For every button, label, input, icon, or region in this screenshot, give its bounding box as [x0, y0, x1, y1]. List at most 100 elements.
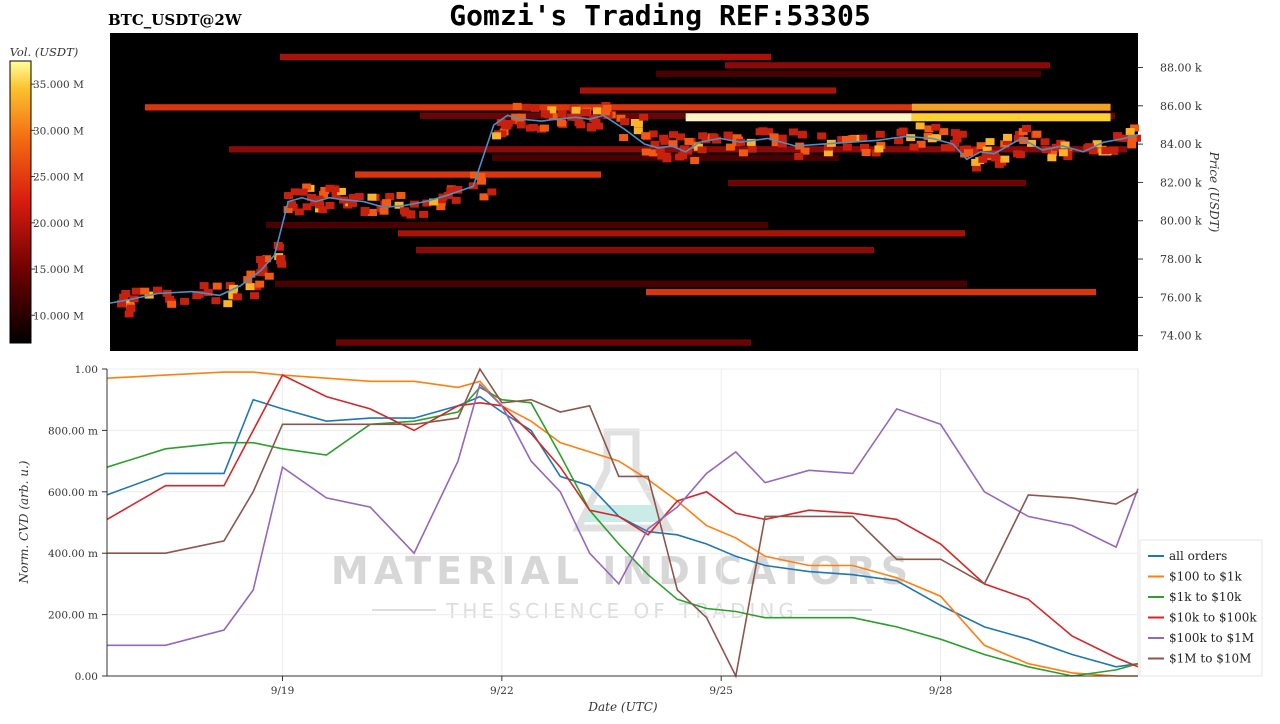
heatmap-cell: [777, 134, 787, 142]
heatmap-cell: [971, 158, 981, 166]
heatmap-cell: [764, 128, 774, 136]
price-tick-label: 84.00 k: [1160, 138, 1202, 151]
heatmap-cell: [823, 143, 833, 151]
heatmap-cell: [331, 191, 341, 199]
heatmap-cell: [1060, 141, 1070, 149]
heatmap-cell: [336, 187, 346, 195]
heatmap-cell: [245, 283, 255, 291]
heatmap-cell: [360, 207, 370, 215]
heatmap-band: [725, 62, 1050, 69]
heatmap-cell: [406, 210, 416, 218]
heatmap-cell: [274, 243, 284, 251]
heatmap-cell: [446, 186, 456, 194]
heatmap-cell: [287, 201, 297, 209]
colorbar-label: Vol. (USDT): [10, 45, 79, 59]
heatmap-cell: [314, 195, 324, 203]
colorbar-tick-label: 30.000 M: [33, 125, 84, 137]
heatmap-cell: [315, 201, 325, 209]
heatmap-cell: [650, 140, 660, 148]
heatmap-cell: [894, 137, 904, 145]
cvd-series-lines: [106, 367, 1139, 679]
heatmap-cell: [847, 135, 857, 143]
heatmap-cell: [858, 134, 868, 142]
cvd-series-line: [106, 386, 1139, 677]
colorbar-tick-label: 35.000 M: [33, 79, 84, 91]
heatmap-cell: [124, 310, 134, 318]
heatmap-cell: [330, 185, 340, 193]
heatmap-cell: [250, 292, 260, 300]
heatmap-cell: [991, 154, 1001, 162]
heatmap-band: [416, 247, 874, 254]
heatmap-cell: [603, 111, 613, 119]
legend-box: [1139, 539, 1263, 677]
colorbar-tick-label: 10.000 M: [33, 310, 84, 322]
heatmap-cell: [771, 139, 781, 147]
heatmap-cell: [940, 144, 950, 152]
price-axis-label: Price (USDT): [1207, 151, 1221, 233]
heatmap-cell: [874, 145, 884, 153]
heatmap-cell: [530, 104, 540, 112]
heatmap-cell: [512, 102, 522, 110]
cvd-series-line: [107, 367, 1139, 679]
cvd-y-tick-label: 600.00 m: [48, 487, 98, 499]
cvd-x-tick-label: 9/28: [929, 685, 953, 697]
heatmap-wall-bright: [685, 113, 912, 122]
heatmap-wall: [911, 103, 1111, 111]
heatmap-cell: [648, 149, 658, 157]
heatmap-cell: [594, 122, 604, 130]
cvd-series-line: [107, 382, 1139, 647]
heatmap-cell: [952, 135, 962, 143]
heatmap-band: [728, 179, 1026, 187]
heatmap-cell: [547, 106, 557, 114]
heatmap-cell: [557, 110, 567, 118]
heatmap-cell: [876, 141, 886, 149]
heatmap-cell: [525, 124, 535, 132]
colorbar-tick-label: 25.000 M: [33, 172, 84, 184]
heatmap-cell: [586, 124, 596, 132]
heatmap-cell: [964, 149, 974, 157]
heatmap-cell: [962, 145, 972, 153]
heatmap-panel: 74.00 k 76.00 k 78.00 k 80.00 k 82.00 k 84.00…: [109, 33, 1221, 351]
legend-label: $100k to $1M: [1169, 631, 1254, 645]
heatmap-cell: [283, 206, 293, 214]
cvd-y-tick-label: 400.00 m: [48, 548, 98, 560]
heatmap-cell: [1127, 141, 1137, 149]
watermark-brand: MATERIAL INDICATORS: [331, 549, 913, 593]
price-axis: 74.00 k 76.00 k 78.00 k 80.00 k 82.00 k 84.00…: [1138, 61, 1202, 343]
flask-logo-icon: [572, 428, 674, 532]
heatmap-cell: [318, 206, 328, 214]
heatmap-cell: [223, 300, 233, 308]
heatmap-cell: [396, 191, 406, 199]
heatmap-cell: [633, 120, 643, 128]
heatmap-cell: [302, 183, 312, 191]
heatmap-cell: [126, 304, 136, 312]
heatmap-cell: [192, 292, 202, 300]
heatmap-cell: [841, 135, 851, 143]
colorbar-gradient: [9, 60, 32, 344]
heatmap-cell: [290, 188, 300, 196]
heatmap-cell: [657, 152, 667, 160]
heatmap-cell: [429, 198, 439, 206]
heatmap-cell: [153, 286, 163, 294]
heatmap-cell: [119, 293, 129, 301]
heatmap-cell: [476, 172, 486, 180]
heatmap-cell: [203, 289, 213, 297]
heatmap-band: [398, 230, 965, 237]
cvd-y-tick-label: 1.00: [75, 364, 98, 376]
heatmap-cell: [1013, 150, 1023, 158]
heatmap-cell: [906, 134, 916, 142]
heatmap-cell: [620, 118, 630, 126]
heatmap-cell: [212, 282, 222, 290]
heatmap-band: [275, 280, 967, 287]
heatmap-cell: [167, 300, 177, 308]
heatmap-cell: [660, 137, 670, 145]
cvd-y-tick-label: 800.00 m: [48, 425, 98, 437]
heatmap-cell: [540, 110, 550, 118]
heatmap-cell: [379, 207, 389, 215]
legend-label: $1M to $10M: [1169, 652, 1251, 666]
heatmap-cell: [675, 133, 685, 141]
heatmap-cell: [1000, 155, 1010, 163]
heatmap-cell: [924, 125, 934, 133]
heatmap-cell: [502, 122, 512, 130]
